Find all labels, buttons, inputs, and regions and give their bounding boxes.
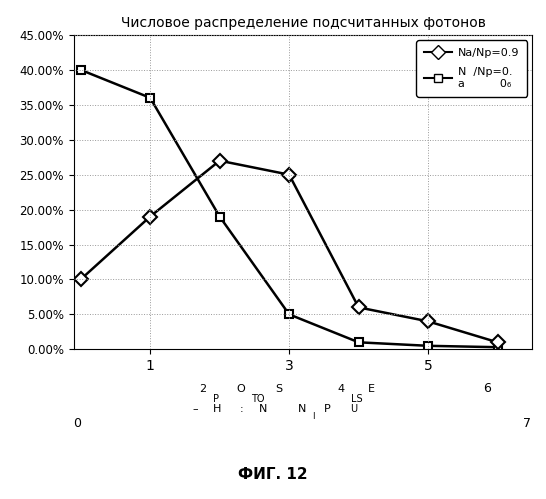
- Text: E: E: [367, 384, 375, 394]
- Legend: Na/Np=0.9, N  /Np=0.
a          0₆: Na/Np=0.9, N /Np=0. a 0₆: [417, 40, 527, 96]
- Text: 2: 2: [199, 384, 206, 394]
- Text: :: :: [240, 404, 244, 414]
- Text: S: S: [275, 384, 282, 394]
- Text: P: P: [213, 394, 219, 404]
- Text: 6: 6: [483, 382, 491, 395]
- Text: N: N: [259, 404, 267, 414]
- Text: P: P: [324, 404, 331, 414]
- Text: 0: 0: [73, 417, 81, 430]
- Text: 4: 4: [337, 384, 345, 394]
- Text: LS: LS: [352, 394, 363, 404]
- Text: H: H: [213, 404, 222, 414]
- Text: I: I: [312, 412, 314, 421]
- Text: TO: TO: [251, 394, 265, 404]
- Text: –: –: [193, 404, 198, 414]
- Text: 7: 7: [523, 417, 531, 430]
- Title: Числовое распределение подсчитанных фотонов: Числовое распределение подсчитанных фото…: [121, 15, 485, 29]
- Text: ФИГ. 12: ФИГ. 12: [238, 467, 308, 482]
- Text: U: U: [350, 404, 357, 414]
- Text: N: N: [298, 404, 306, 414]
- Text: O: O: [236, 384, 245, 394]
